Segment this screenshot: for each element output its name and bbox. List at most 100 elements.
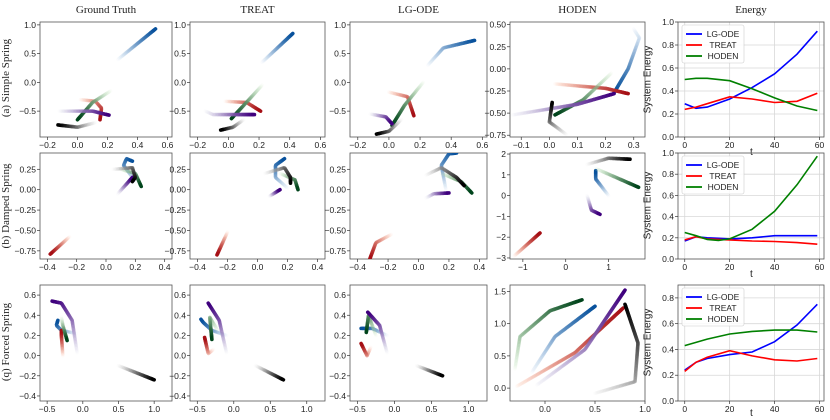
panel-r1-c4: 0 20 40 60 0.0 0.2 0.4 0.6 0.8 1.0 LG-ODETREATHODE… [662, 148, 824, 272]
trajectory-segment [386, 233, 392, 238]
x-tick-label: 0.6 [476, 140, 488, 150]
x-tick-label: −1 [518, 262, 528, 272]
axes-frame [677, 152, 825, 260]
trajectory-segment [633, 44, 639, 50]
trajectory-segment [264, 55, 270, 60]
trajectory-segment [282, 183, 288, 188]
panel-r1-c1: −0.4 −0.2 0.0 0.2 0.4 −0.75 −0.50 −0.25 0.00 0.25 [164, 152, 326, 272]
trajectory-segment [127, 171, 132, 176]
panel-r1-c0: −0.4 −0.2 0.0 0.2 0.4 −0.75 −0.50 −0.25 0.00 0.25 [14, 152, 173, 272]
y-tick-label: 0.0 [24, 351, 36, 361]
trajectory-segment [368, 345, 373, 351]
y-tick-label: 0.6 [24, 290, 36, 300]
trajectory-segment [429, 58, 434, 64]
trajectory-segment [602, 188, 607, 193]
y-tick-label: 0.8 [662, 169, 674, 179]
y-tick-label: 0.2 [24, 330, 36, 340]
x-tick-label: 40 [770, 404, 780, 414]
trajectory-segment [537, 231, 542, 236]
trajectory-segment [206, 350, 211, 356]
trajectory-segment [512, 253, 518, 258]
trajectory-segment [123, 366, 129, 371]
trajectory-segment [426, 171, 432, 176]
y-tick-label: 0.5 [494, 351, 506, 361]
trajectory-segment [600, 169, 606, 175]
x-tick-label: 0.2 [443, 262, 455, 272]
trajectory-segment [605, 192, 611, 198]
trajectory-segment [525, 377, 531, 382]
trajectory-segment [632, 28, 638, 34]
trajectory-segment [554, 361, 560, 366]
trajectory-segment [424, 195, 430, 200]
trajectory-segment [631, 51, 636, 57]
y-tick-label: 1.0 [24, 20, 36, 30]
plot-area [359, 310, 445, 378]
trajectory-segment [536, 358, 542, 364]
trajectory-segment [518, 248, 523, 253]
trajectory-segment [383, 332, 389, 338]
trajectory-segment [440, 172, 446, 177]
x-tick-label: 0.0 [389, 404, 401, 414]
trajectory-segment [370, 322, 375, 328]
trajectory-segment [436, 166, 442, 171]
trajectory-segment [412, 89, 418, 95]
trajectory-segment [379, 237, 385, 242]
trajectory-segment [435, 167, 440, 172]
y-tick-label: 0.0 [494, 383, 506, 393]
trajectory-segment [556, 359, 562, 364]
trajectory-segment [424, 172, 430, 177]
trajectory-green [390, 80, 425, 128]
series-line-treat [684, 92, 818, 111]
trajectory-segment [550, 370, 556, 376]
x-tick-label: 40 [770, 140, 780, 150]
trajectory-black [547, 100, 569, 137]
trajectory-segment [636, 33, 641, 39]
x-tick-label: 0.2 [129, 262, 141, 272]
trajectory-segment [553, 112, 559, 117]
trajectory-segment [530, 368, 535, 374]
trajectory-segment [438, 48, 443, 54]
trajectory-segment [604, 191, 610, 197]
trajectory-segment [553, 368, 559, 374]
trajectory-purple [511, 91, 616, 117]
trajectory-segment [598, 80, 604, 86]
x-tick-label: 0.4 [159, 262, 171, 272]
y-tick-label: 0.8 [662, 293, 674, 303]
trajectory-segment [138, 183, 143, 189]
y-tick-label: 0.25 [19, 164, 36, 174]
trajectory-segment [521, 379, 527, 385]
trajectory-segment [576, 351, 582, 357]
trajectory-segment [128, 172, 133, 178]
trajectory-segment [544, 346, 550, 352]
trajectory-segment [601, 186, 606, 192]
y-tick-label: 0.25 [169, 164, 186, 174]
x-tick-label: 0.4 [284, 140, 296, 150]
energy-xlabel-2: t [750, 408, 753, 419]
trajectory-segment [199, 317, 204, 323]
y-tick-label: 0.6 [662, 190, 674, 200]
y-tick-label: −0.50 [484, 108, 506, 118]
trajectory-segment [433, 168, 439, 173]
trajectory-segment [413, 88, 419, 94]
y-tick-label: 1.5 [494, 286, 506, 296]
trajectory-segment [251, 92, 256, 98]
y-tick-label: 0.6 [174, 290, 186, 300]
trajectory-purple [57, 109, 111, 117]
trajectory-segment [533, 363, 538, 369]
panel-r1-c2: −0.4 −0.2 0.0 0.2 0.4 −0.75 −0.50 −0.25 0.00 0.25 [324, 152, 488, 272]
trajectory-segment [107, 89, 113, 94]
x-tick-label: 0.3 [628, 140, 640, 150]
trajectory-segment [594, 84, 599, 90]
series-line-hoden [684, 329, 818, 347]
trajectory-segment [428, 59, 433, 65]
plot-area [684, 303, 818, 373]
trajectory-segment [574, 353, 579, 359]
col-title-hoden: HODEN [558, 4, 597, 16]
y-tick-label: 2 [501, 149, 506, 159]
plot-area [512, 156, 641, 258]
axes-frame [349, 284, 488, 402]
trajectory-segment [277, 179, 283, 184]
trajectory-segment [267, 52, 273, 57]
trajectory-segment [536, 381, 542, 386]
x-tick-label: 20 [725, 262, 735, 272]
